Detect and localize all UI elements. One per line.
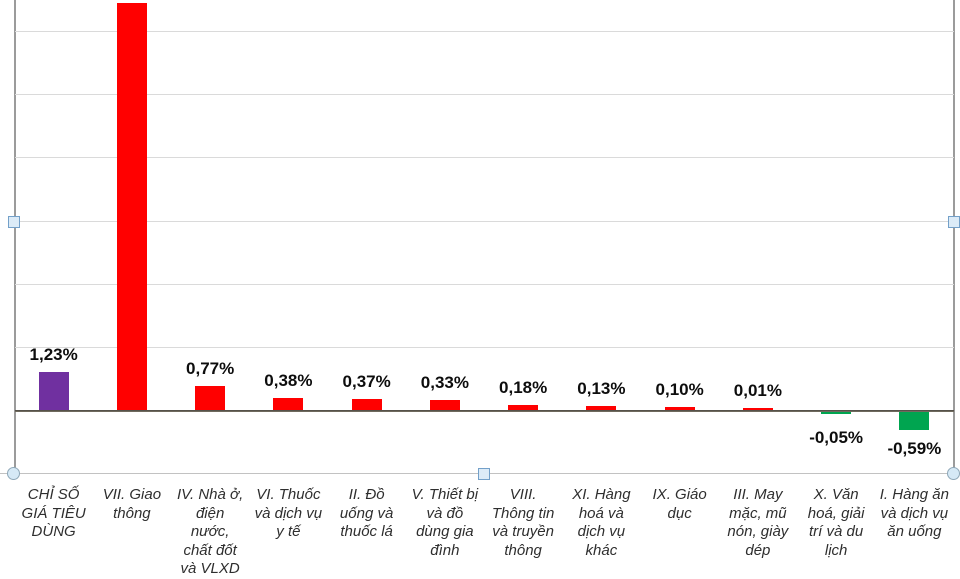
bar-ii-do-uong-thuoc-la[interactable] (351, 398, 382, 411)
category-label-iv-nha-o-dien-nuoc: IV. Nhà ở, điện nước, chất đốt và VLXD (176, 486, 244, 577)
value-label-vi-thuoc-dich-vu-y-te: 0,38% (264, 371, 313, 391)
selection-handle-bottom-left[interactable] (7, 467, 20, 480)
value-label-iv-nha-o-dien-nuoc: 0,77% (186, 359, 235, 379)
selection-handle-left-middle[interactable] (7, 215, 20, 228)
gridline-4pct (14, 283, 954, 285)
category-label-cpi-overall: CHỈ SỐ GIÁ TIÊU DÙNG (21, 486, 86, 540)
gridline-12pct (14, 30, 954, 32)
category-label-xi-hang-hoa-khac: XI. Hàng hoá và dịch vụ khác (572, 486, 631, 559)
category-label-vii-giao-thong: VII. Giao thông (102, 486, 162, 522)
value-label-viii-thong-tin-truyen-thong: 0,18% (499, 377, 548, 397)
value-label-i-hang-an-dich-vu-an-uong: -0,59% (887, 439, 942, 459)
category-label-i-hang-an-dich-vu-an-uong: I. Hàng ăn và dịch vụ ăn uống (879, 486, 949, 540)
bar-iv-nha-o-dien-nuoc[interactable] (195, 386, 226, 411)
value-label-xi-hang-hoa-khac: 0,13% (577, 379, 626, 399)
gridline-6pct (14, 220, 954, 222)
gridline-10pct (14, 94, 954, 95)
bar-xi-hang-hoa-khac[interactable] (586, 406, 617, 411)
value-label-x-van-hoa-du-lich: -0,05% (809, 427, 864, 447)
bar-iii-may-mac[interactable] (742, 408, 773, 411)
bar-x-van-hoa-du-lich[interactable] (821, 411, 852, 414)
category-label-x-van-hoa-du-lich: X. Văn hoá, giải trí và du lịch (807, 486, 865, 559)
value-label-v-thiet-bi-gia-dinh: 0,33% (420, 373, 469, 393)
gridline-8pct (14, 157, 954, 159)
plot-border-left (14, 0, 16, 474)
category-axis-line (14, 409, 954, 412)
value-label-cpi-overall: 1,23% (29, 344, 78, 364)
category-label-iii-may-mac: III. May mặc, mũ nón, giày dép (727, 486, 789, 559)
selection-handle-bottom-center[interactable] (478, 467, 490, 480)
bar-vii-giao-thong[interactable] (116, 2, 147, 411)
plot-border-right (953, 0, 955, 474)
gridline-2pct (14, 347, 954, 349)
value-label-iii-may-mac: 0,01% (733, 381, 782, 400)
bar-v-thiet-bi-gia-dinh[interactable] (429, 400, 460, 411)
bar-cpi-overall[interactable] (38, 371, 69, 411)
category-label-v-thiet-bi-gia-dinh: V. Thiết bị và đồ dùng gia đình (411, 486, 479, 559)
category-label-ii-do-uong-thuoc-la: II. Đồ uống và thuốc lá (339, 486, 394, 540)
category-label-vi-thuoc-dich-vu-y-te: VI. Thuốc và dịch vụ y tế (254, 486, 323, 540)
bar-vi-thuoc-dich-vu-y-te[interactable] (273, 398, 304, 411)
value-label-ii-do-uong-thuoc-la: 0,37% (342, 371, 391, 391)
category-label-ix-giao-duc: IX. Giáo dục (652, 486, 707, 522)
selection-handle-bottom-right[interactable] (946, 467, 960, 480)
bar-viii-thong-tin-truyen-thong[interactable] (508, 404, 539, 411)
category-label-viii-thong-tin-truyen-thong: VIII. Thông tin và truyền thông (491, 486, 555, 559)
bar-ix-giao-duc[interactable] (664, 407, 695, 411)
selection-handle-right-middle[interactable] (947, 215, 960, 228)
bar-i-hang-an-dich-vu-an-uong[interactable] (899, 411, 930, 431)
value-label-ix-giao-duc: 0,10% (655, 380, 704, 400)
